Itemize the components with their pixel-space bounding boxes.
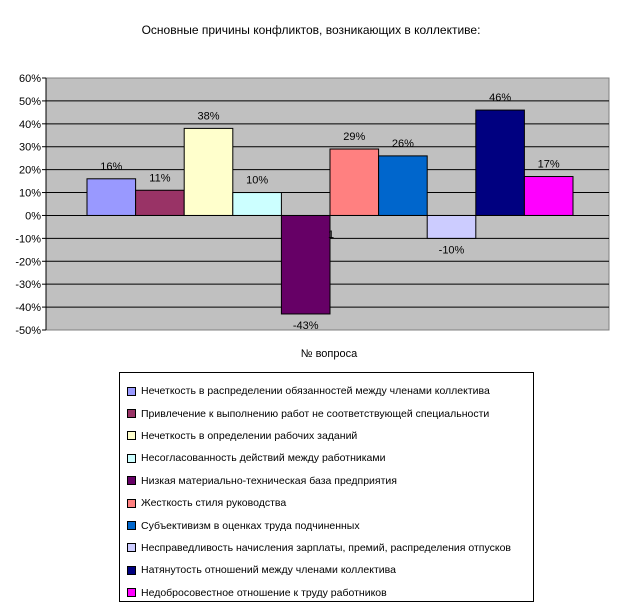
data-label: 46% bbox=[489, 92, 511, 104]
legend-swatch bbox=[127, 498, 136, 508]
legend-item: Нечеткость в распределении обязанностей … bbox=[127, 380, 533, 402]
bar bbox=[378, 155, 428, 216]
bar bbox=[232, 192, 282, 216]
legend-label: Низкая материально-техническая база пред… bbox=[141, 474, 397, 487]
legend-label: Жесткость стиля руководства bbox=[141, 497, 287, 510]
y-tick-label: -40% bbox=[15, 302, 41, 314]
legend-label: Привлечение к выполнению работ не соотве… bbox=[141, 407, 490, 420]
legend-swatch bbox=[127, 409, 136, 419]
data-label: 16% bbox=[100, 161, 122, 173]
legend: Нечеткость в распределении обязанностей … bbox=[119, 372, 534, 602]
bar bbox=[280, 214, 331, 315]
y-tick-label: 0% bbox=[25, 210, 41, 222]
legend-swatch bbox=[127, 476, 136, 486]
legend-swatch bbox=[127, 565, 136, 575]
x-tick-label: 1 bbox=[328, 229, 334, 241]
legend-swatch bbox=[127, 543, 136, 553]
y-tick-label: -30% bbox=[15, 279, 41, 291]
legend-label: Недобросовестное отношение к труду работ… bbox=[141, 586, 387, 599]
legend-label: Несправедливость начисления зарплаты, пр… bbox=[141, 541, 511, 554]
bar bbox=[86, 178, 137, 216]
data-label: 29% bbox=[343, 131, 365, 143]
legend-label: Нечеткость в распределении обязанностей … bbox=[141, 385, 490, 398]
legend-item: Жесткость стиля руководства bbox=[127, 492, 533, 514]
y-tick-label: 40% bbox=[19, 119, 41, 131]
data-label: 17% bbox=[538, 159, 560, 171]
bar bbox=[426, 214, 477, 239]
y-tick-label: 30% bbox=[19, 142, 41, 154]
bar bbox=[475, 109, 525, 216]
y-tick-label: 10% bbox=[19, 188, 41, 200]
legend-item: Недобросовестное отношение к труду работ… bbox=[127, 582, 533, 604]
y-tick-label: 50% bbox=[19, 96, 41, 108]
bar bbox=[183, 127, 234, 216]
legend-swatch bbox=[127, 521, 136, 531]
data-label: 38% bbox=[197, 110, 219, 122]
legend-item: Нечеткость в определении рабочих заданий bbox=[127, 425, 533, 447]
data-label: 11% bbox=[149, 172, 170, 184]
legend-swatch bbox=[127, 453, 136, 463]
legend-label: Натянутость отношений между членами колл… bbox=[141, 564, 396, 577]
y-axis-ticks: 60% 50% 40% 30% 20% 10% 0% -10% -20% -30% -40% -50% bbox=[15, 73, 47, 337]
data-label: 26% bbox=[392, 138, 414, 150]
legend-label: Несогласованность действий между работни… bbox=[141, 452, 386, 465]
y-tick-label: -20% bbox=[15, 256, 41, 268]
y-tick-label: 60% bbox=[19, 73, 41, 85]
y-tick-label: -50% bbox=[15, 325, 41, 337]
legend-item: Несогласованность действий между работни… bbox=[127, 447, 533, 469]
x-axis-title: № вопроса bbox=[301, 348, 358, 360]
legend-label: Субъективизм в оценках труда подчиненных bbox=[141, 519, 360, 532]
data-label: 10% bbox=[246, 175, 268, 187]
legend-item: Несправедливость начисления зарплаты, пр… bbox=[127, 537, 533, 559]
legend-item: Натянутость отношений между членами колл… bbox=[127, 559, 533, 581]
y-tick-label: 20% bbox=[19, 165, 41, 177]
bars bbox=[46, 109, 609, 315]
legend-label: Нечеткость в определении рабочих заданий bbox=[141, 429, 358, 442]
bar bbox=[329, 148, 380, 216]
legend-swatch bbox=[127, 431, 136, 441]
bar bbox=[523, 176, 574, 216]
legend-item: Привлечение к выполнению работ не соотве… bbox=[127, 402, 533, 424]
bar bbox=[135, 189, 185, 216]
legend-swatch bbox=[127, 386, 136, 396]
legend-item: Субъективизм в оценках труда подчиненных bbox=[127, 514, 533, 536]
data-label: -10% bbox=[439, 244, 465, 256]
y-tick-label: -10% bbox=[15, 233, 41, 245]
legend-item: Низкая материально-техническая база пред… bbox=[127, 470, 533, 492]
data-label: -43% bbox=[293, 320, 319, 332]
legend-swatch bbox=[127, 588, 136, 598]
chart-title: Основные причины конфликтов, возникающих… bbox=[142, 23, 481, 37]
data-labels: 16% 11% 38% 10% -43% 29% 26% -10% 46% 17% bbox=[100, 92, 560, 332]
